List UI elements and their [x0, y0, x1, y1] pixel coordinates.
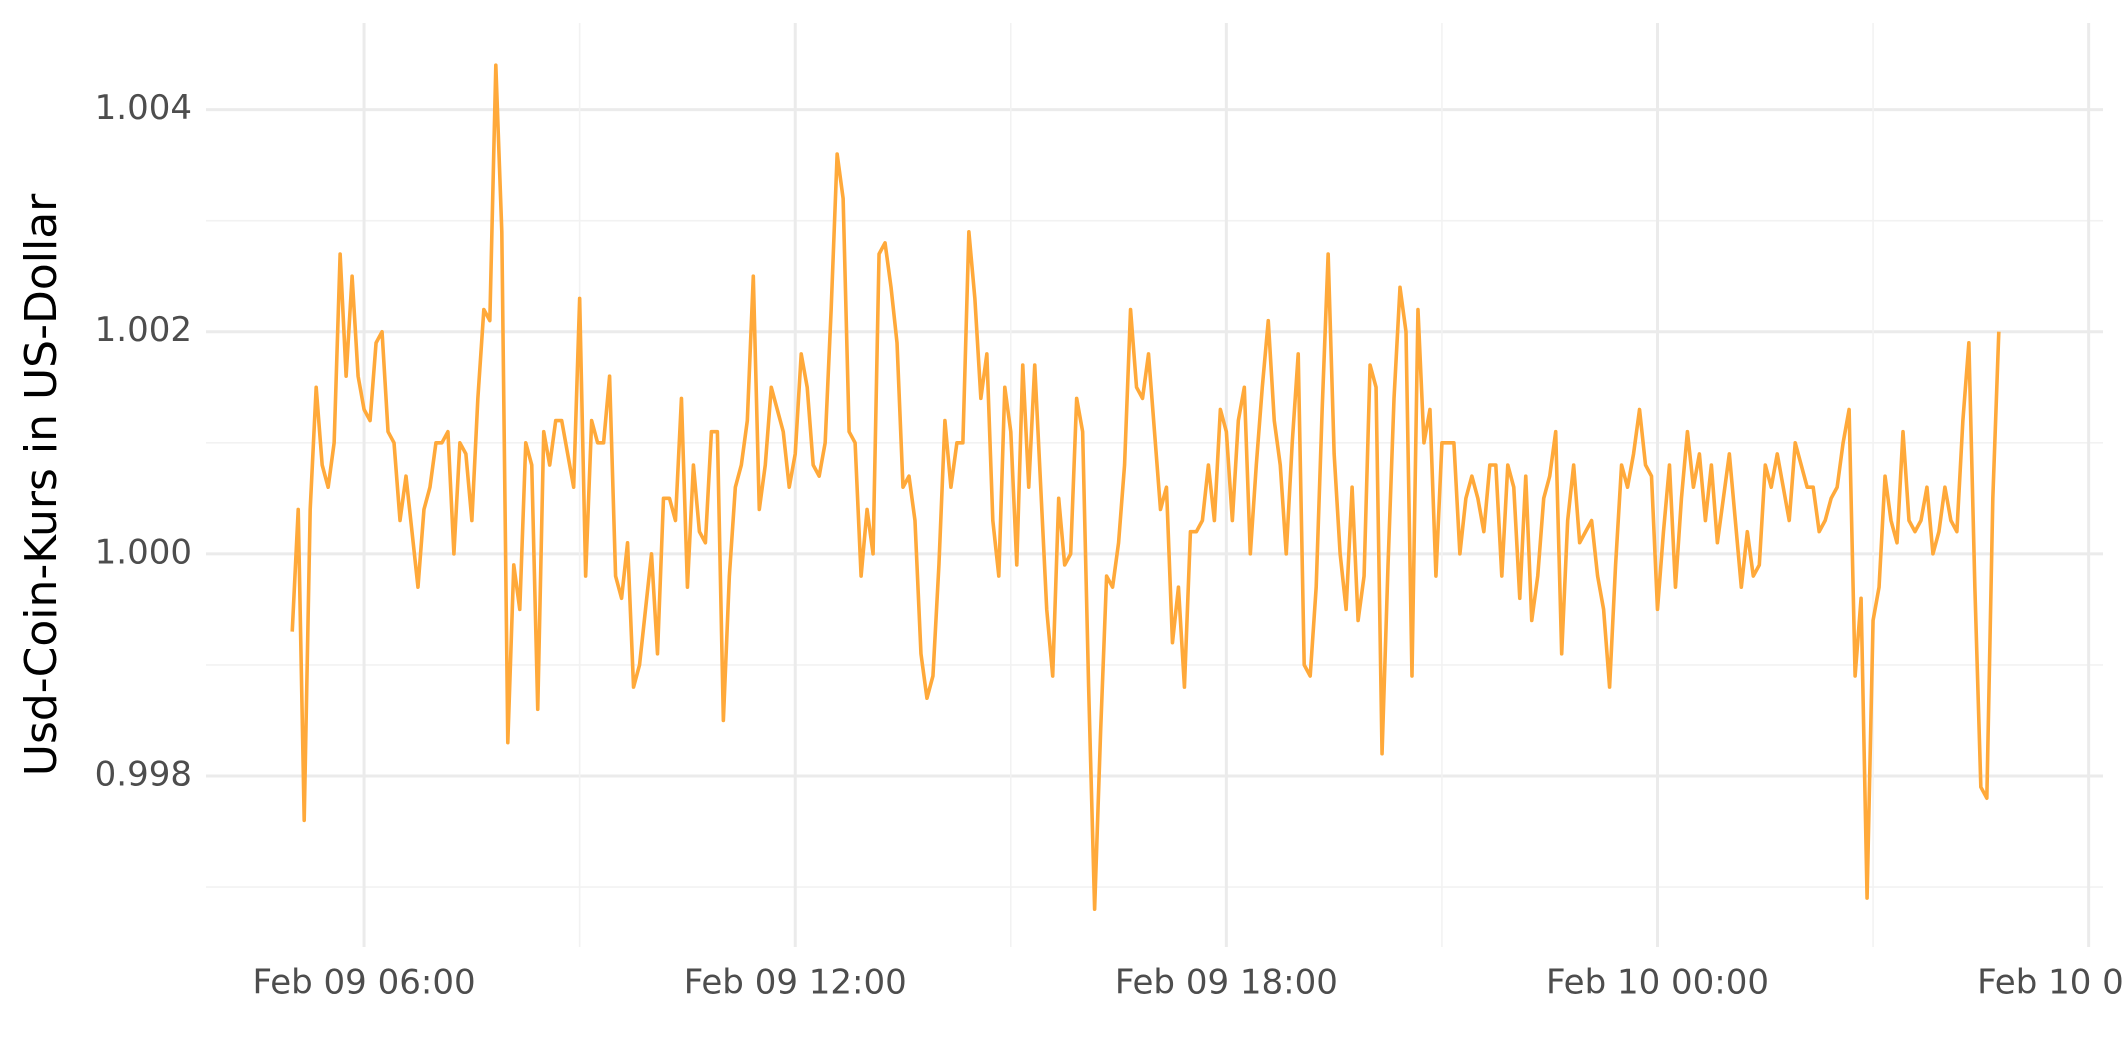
y-tick-label: 1.004 [95, 88, 192, 128]
y-tick-label: 1.002 [95, 310, 192, 350]
x-tick-label: Feb 09 12:00 [684, 963, 907, 1003]
grid [206, 23, 2103, 947]
x-tick-label: Feb 10 06:00 [1977, 963, 2125, 1003]
y-tick-label: 0.998 [95, 754, 192, 794]
price-line [290, 63, 2001, 912]
x-tick-label: Feb 09 18:00 [1115, 963, 1338, 1003]
x-tick-label: Feb 09 06:00 [253, 963, 476, 1003]
y-axis-title: Usd-Coin-Kurs in US-Dollar [16, 193, 67, 776]
y-tick-label: 1.000 [95, 532, 192, 572]
x-tick-label: Feb 10 00:00 [1546, 963, 1769, 1003]
